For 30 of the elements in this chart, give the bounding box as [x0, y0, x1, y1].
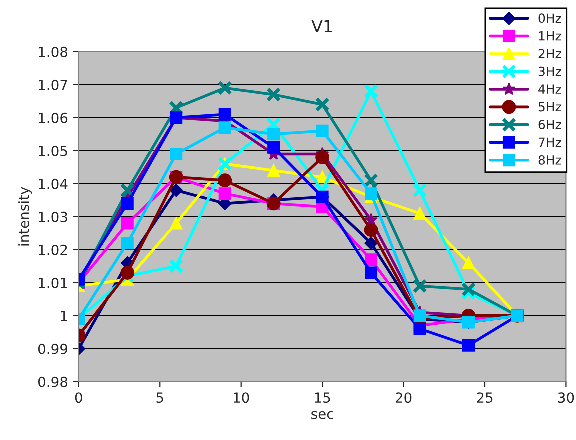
y-tick-label: 1.01: [39, 278, 68, 288]
y-tick-label: 1.03: [39, 212, 68, 222]
y-tick-label: 0.99: [38, 344, 68, 354]
y-axis-title: intensity: [18, 187, 32, 246]
legend-label: 7Hz: [538, 138, 562, 148]
x-tick-label: 20: [396, 392, 412, 404]
x-tick-label: 10: [234, 392, 250, 404]
y-tick-label: 1.06: [39, 112, 68, 124]
legend-label: 0Hz: [538, 14, 562, 24]
x-tick-label: 5: [156, 392, 164, 404]
x-axis-title: sec: [312, 411, 334, 420]
legend-label: 8Hz: [538, 155, 562, 165]
x-tick-label: 0: [75, 392, 82, 404]
x-tick-label: 25: [477, 392, 493, 404]
legend-label: 4Hz: [538, 84, 562, 94]
legend-label: 5Hz: [538, 102, 562, 112]
legend-label: 2Hz: [538, 49, 562, 58]
y-tick-label: 1.02: [39, 244, 68, 256]
chart-title: V1: [312, 20, 332, 32]
legend-label: 3Hz: [538, 66, 562, 76]
y-tick-label: 1.07: [39, 80, 68, 90]
legend-label: 1Hz: [539, 32, 562, 41]
y-tick-label: 1.05: [39, 146, 68, 156]
legend-label: 6Hz: [538, 120, 562, 130]
y-tick-label: 0.98: [38, 376, 68, 388]
y-tick-label: 1.04: [39, 178, 68, 190]
x-tick-label: 15: [315, 392, 330, 404]
x-tick-label: 30: [558, 392, 574, 404]
y-tick-label: 1.08: [39, 46, 68, 58]
y-tick-label: 1: [61, 311, 68, 322]
